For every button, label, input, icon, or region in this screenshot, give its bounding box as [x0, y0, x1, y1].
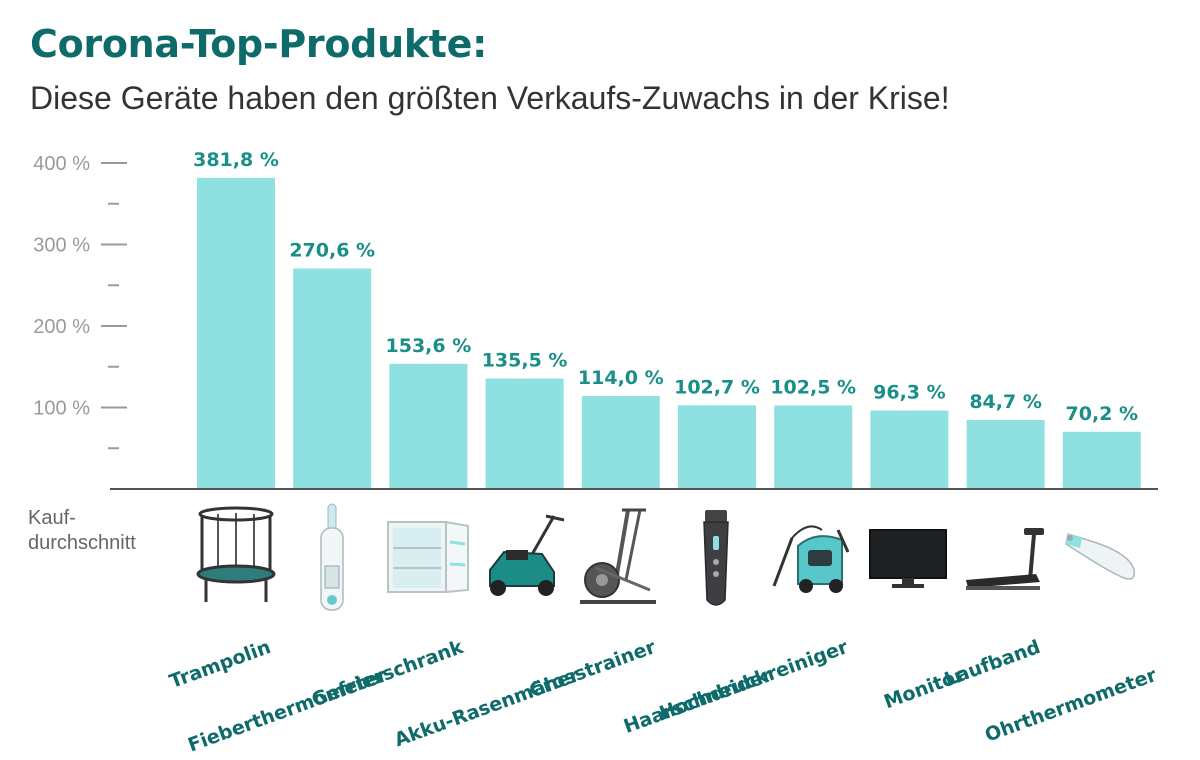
category-label: Ohrthermometer	[982, 664, 1160, 747]
y-tick-label: 200 %	[33, 316, 90, 338]
bar-value-label: 270,6 %	[289, 239, 375, 261]
ear-thermometer-icon	[1065, 533, 1136, 580]
bar-value-label: 114,0 %	[578, 367, 664, 389]
trampoline-icon	[196, 506, 276, 602]
bar	[678, 405, 756, 489]
chart-title: Corona-Top-Produkte:	[30, 22, 488, 66]
category-label: Hochdruckreiniger	[657, 636, 852, 725]
category-labels: TrampolinFieberthermometerGefrierschrank…	[167, 636, 1161, 757]
category-label: Crosstrainer	[526, 636, 659, 702]
monitor-icon	[869, 529, 947, 588]
category-label: Trampolin	[167, 636, 274, 693]
product-icons	[196, 503, 1136, 611]
bar-value-label: 153,6 %	[386, 335, 472, 357]
bar	[293, 268, 372, 489]
bar	[1062, 431, 1141, 489]
chart-subtitle: Diese Geräte haben den größten Verkaufs-…	[30, 80, 950, 116]
bar	[389, 363, 468, 489]
bar-value-label: 102,5 %	[770, 376, 856, 398]
bar-value-label: 84,7 %	[969, 391, 1042, 413]
bar	[966, 419, 1045, 489]
fever-thermometer-icon	[320, 503, 344, 611]
y-tick-label: 100 %	[33, 398, 90, 420]
y-tick-label: 300 %	[33, 235, 90, 257]
category-label: Gefrierschrank	[309, 636, 467, 711]
bar	[870, 410, 949, 489]
bar	[485, 378, 564, 489]
bar-value-label: 70,2 %	[1066, 403, 1139, 425]
treadmill-icon	[966, 528, 1044, 590]
baseline-label-line-1: Kauf-	[28, 507, 76, 529]
baseline-label-line-2: durchschnitt	[28, 532, 136, 554]
lawn-mower-icon	[489, 514, 565, 596]
bar	[774, 405, 853, 489]
bar-value-label: 381,8 %	[193, 149, 279, 171]
y-axis: 100 % 200 % 300 % 400 %	[33, 153, 127, 450]
bar	[197, 177, 275, 489]
hair-clipper-icon	[703, 510, 729, 606]
bar	[581, 396, 660, 489]
cross-trainer-icon	[580, 508, 656, 604]
category-label: Laufband	[942, 636, 1044, 691]
bar-value-label: 135,5 %	[482, 350, 568, 372]
freezer-icon	[387, 520, 469, 594]
pressure-washer-icon	[772, 525, 850, 593]
bars-group: 381,8 % 270,6 % 153,6 % 135,5 % 114,0 % 102,7…	[193, 149, 1141, 489]
y-tick-label: 400 %	[33, 153, 90, 175]
bar-value-label: 102,7 %	[674, 376, 760, 398]
bar-value-label: 96,3 %	[873, 382, 946, 404]
